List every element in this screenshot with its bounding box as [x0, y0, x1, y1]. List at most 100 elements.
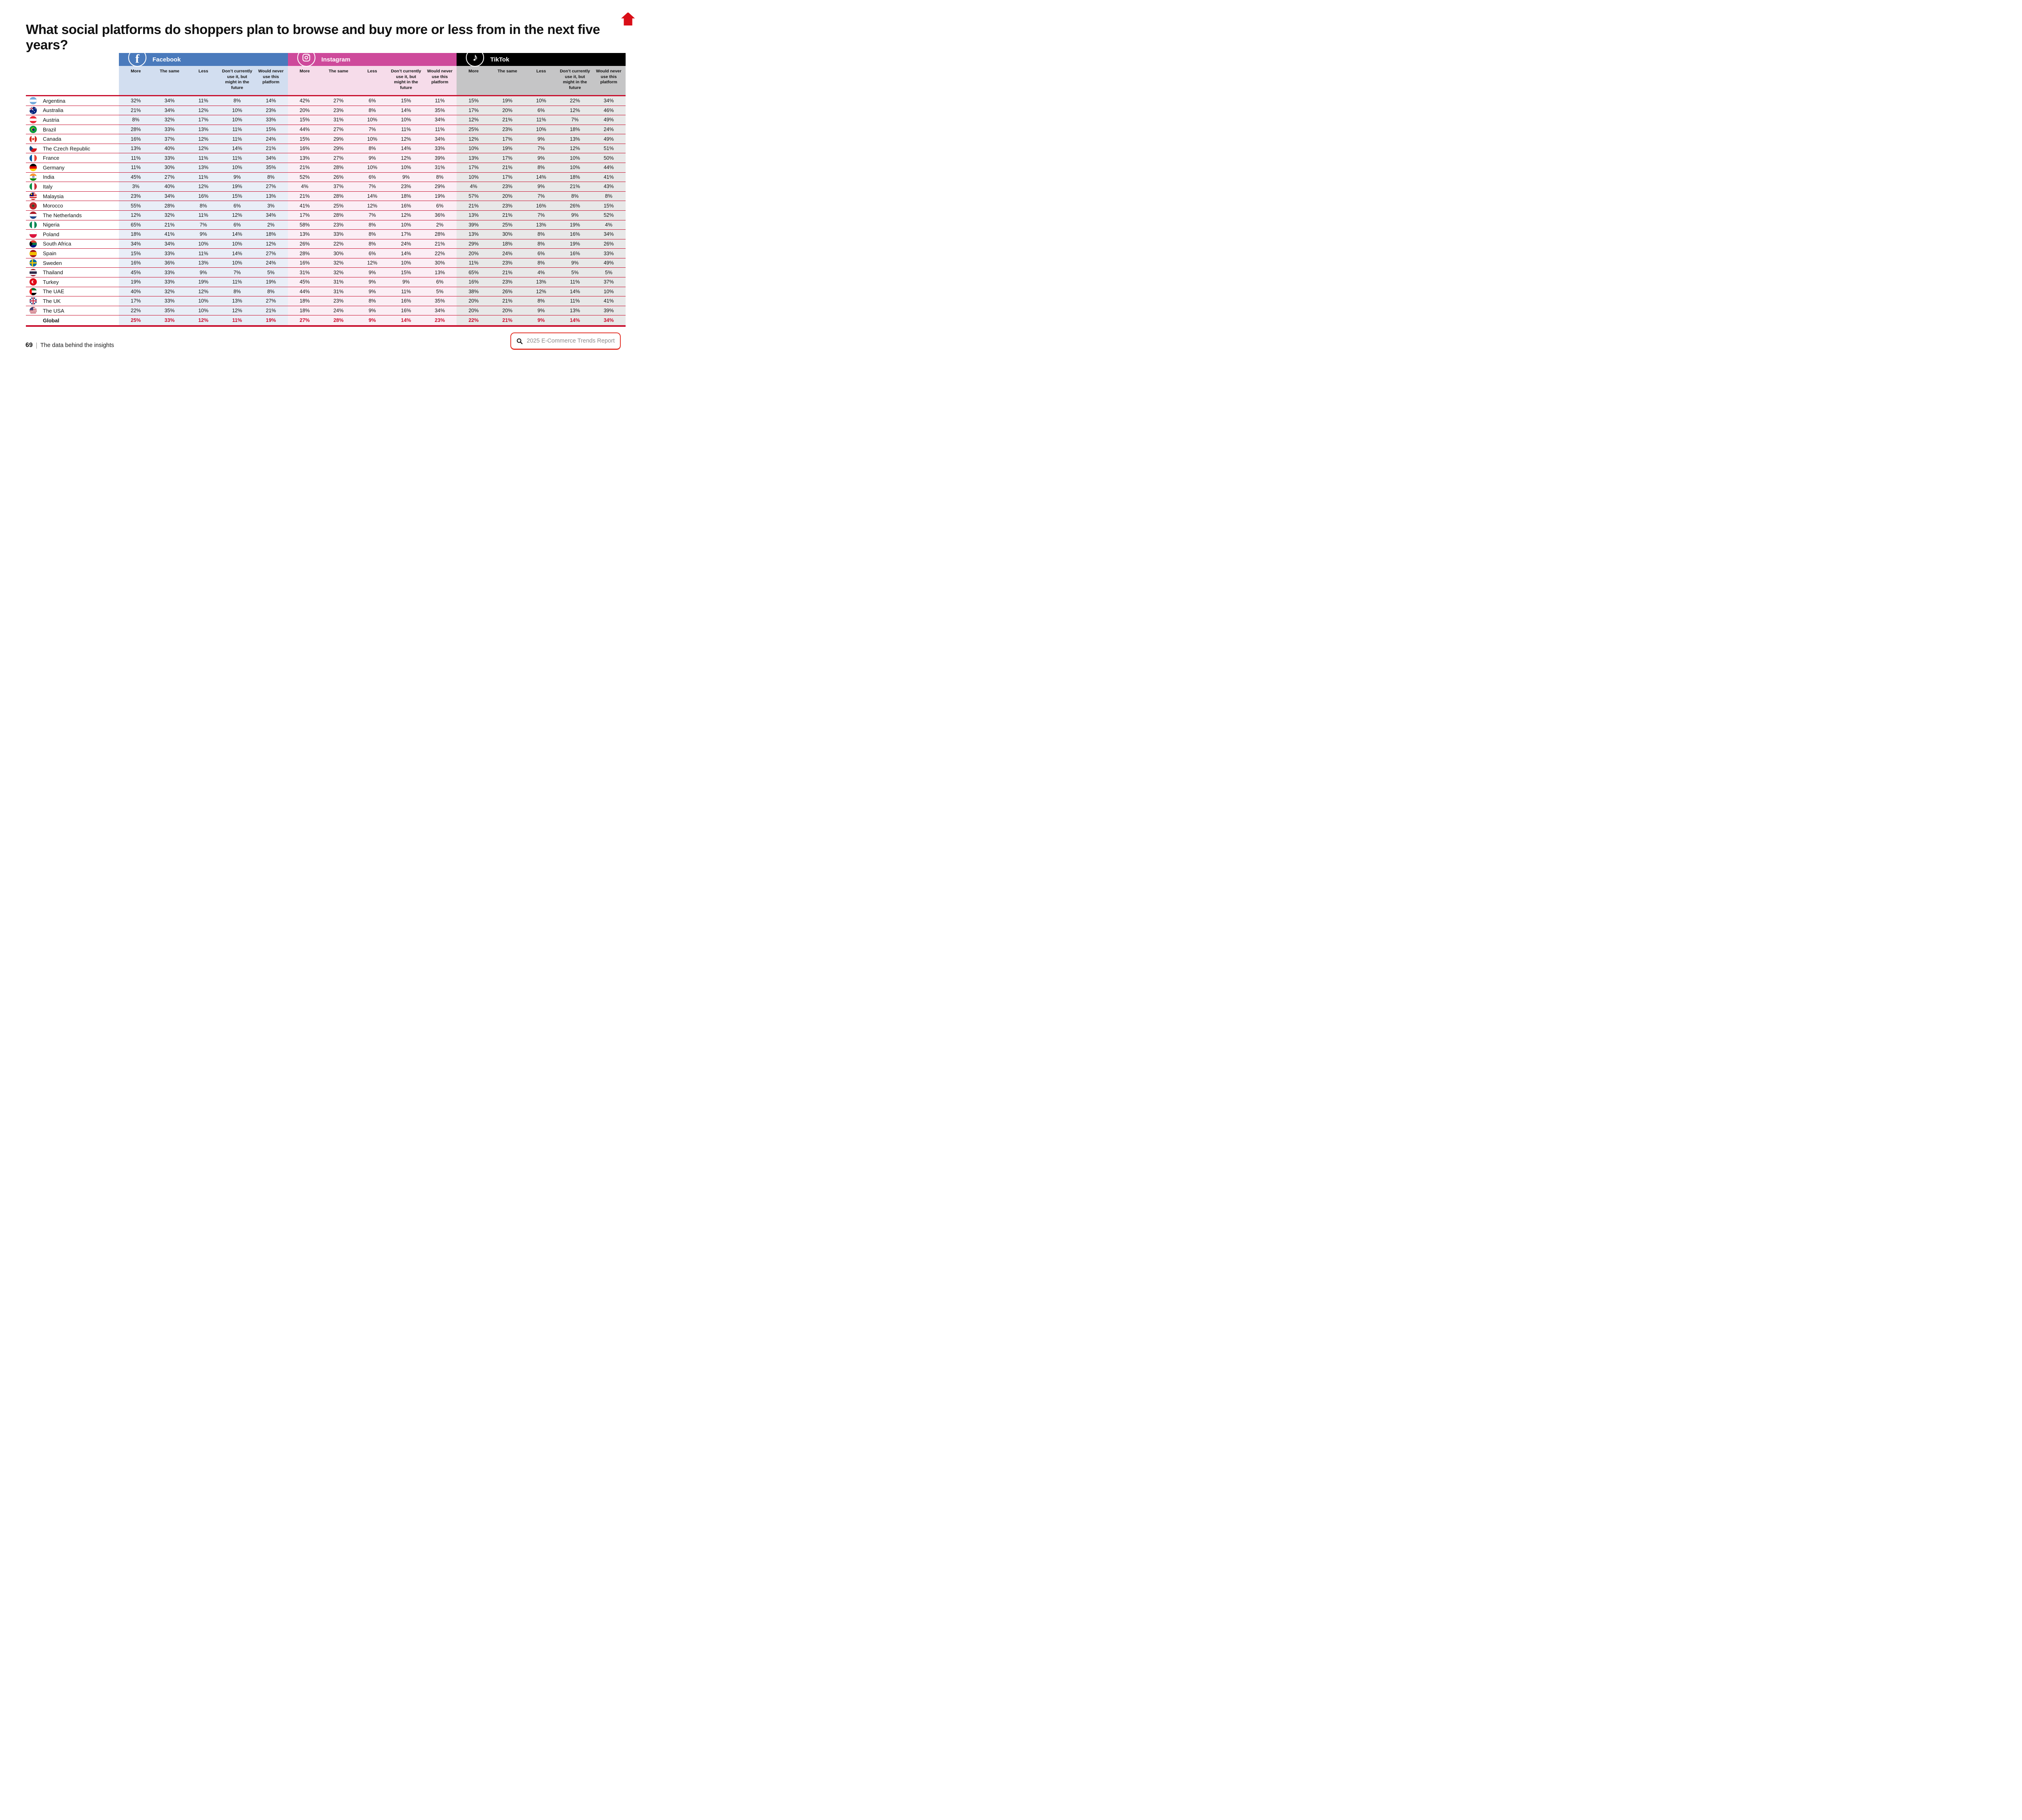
value-cell-instagram: 23% [321, 106, 355, 115]
value-cell-tiktok: 44% [592, 163, 626, 172]
value-cell-instagram: 28% [321, 191, 355, 201]
value-cell-tiktok: 9% [524, 306, 558, 315]
se-flag-icon [30, 259, 37, 267]
value-cell-facebook: 12% [186, 287, 220, 296]
home-icon[interactable] [621, 12, 635, 26]
table-row: Canada 16% 37% 12% 11% 24% 15% 29% 10% 12% 34% 12% 1… [26, 134, 626, 144]
value-cell-facebook: 12% [119, 210, 153, 220]
value-cell-facebook: 12% [220, 210, 254, 220]
value-cell-tiktok: 13% [457, 230, 491, 239]
value-cell-instagram: 52% [288, 172, 322, 182]
value-cell-facebook: 45% [119, 172, 153, 182]
value-cell-facebook: 10% [220, 258, 254, 268]
country-label: Global [43, 317, 59, 324]
value-cell-instagram: 31% [321, 287, 355, 296]
value-cell-facebook: 8% [119, 115, 153, 125]
flag-cell [26, 211, 38, 220]
value-cell-facebook: 13% [119, 144, 153, 153]
value-cell-instagram: 28% [288, 249, 322, 258]
value-cell-facebook: 22% [119, 306, 153, 315]
value-cell-instagram: 11% [389, 287, 423, 296]
value-cell-facebook: 33% [152, 153, 187, 163]
country-label: Australia [43, 107, 63, 114]
value-cell-facebook: 14% [220, 144, 254, 153]
report-search-label: 2025 E-Commerce Trends Report [527, 338, 615, 344]
value-cell-tiktok: 26% [592, 239, 626, 249]
table-row: Australia 21% 34% 12% 10% 23% 20% 23% 8% 14% 35% 17… [26, 106, 626, 116]
table-row: The Netherlands 12% 32% 11% 12% 34% 17% 28% 7% 12… [26, 210, 626, 220]
value-cell-facebook: 33% [152, 268, 187, 277]
value-cell-instagram: 34% [423, 115, 457, 125]
value-cell-tiktok: 18% [558, 125, 592, 134]
value-cell-tiktok: 19% [558, 239, 592, 249]
value-cell-instagram: 14% [389, 144, 423, 153]
value-cell-instagram: 26% [288, 239, 322, 249]
value-cell-facebook: 11% [220, 125, 254, 134]
column-header-tiktok-1: More [457, 66, 491, 95]
value-cell-instagram: 12% [389, 210, 423, 220]
value-cell-tiktok: 15% [457, 96, 491, 106]
footer-section-label: The data behind the insights [40, 342, 114, 349]
value-cell-tiktok: 18% [490, 239, 525, 249]
value-cell-instagram: 12% [389, 134, 423, 144]
table-row: Germany 11% 30% 13% 10% 35% 21% 28% 10% 10% 31% 17%… [26, 163, 626, 173]
value-cell-tiktok: 22% [457, 315, 491, 325]
value-cell-facebook: 10% [186, 239, 220, 249]
value-cell-facebook: 21% [152, 220, 187, 230]
platform-banner-row: f Facebook Instagram ♪ TikTok [26, 48, 626, 67]
value-cell-facebook: 10% [220, 163, 254, 172]
value-cell-tiktok: 17% [490, 172, 525, 182]
country-label: The Netherlands [43, 212, 82, 218]
value-cell-facebook: 23% [254, 106, 288, 115]
flag-cell [26, 258, 38, 268]
country-label: Argentina [43, 97, 66, 104]
value-cell-instagram: 24% [389, 239, 423, 249]
search-icon [516, 338, 523, 344]
footer-divider [36, 342, 37, 349]
value-cell-tiktok: 12% [524, 287, 558, 296]
value-cell-facebook: 7% [186, 220, 220, 230]
value-cell-tiktok: 41% [592, 296, 626, 306]
value-cell-instagram: 29% [321, 144, 355, 153]
country-label: Brazil [43, 126, 56, 133]
value-cell-instagram: 35% [423, 106, 457, 115]
value-cell-instagram: 28% [321, 163, 355, 172]
value-cell-facebook: 45% [119, 268, 153, 277]
at-flag-icon [30, 116, 37, 124]
value-cell-tiktok: 23% [490, 258, 525, 268]
value-cell-facebook: 32% [152, 115, 187, 125]
value-cell-facebook: 11% [119, 153, 153, 163]
flag-cell [26, 144, 38, 153]
value-cell-instagram: 30% [423, 258, 457, 268]
value-cell-facebook: 19% [119, 277, 153, 287]
value-cell-facebook: 21% [254, 144, 288, 153]
country-label: The USA [43, 307, 64, 314]
value-cell-instagram: 6% [355, 249, 389, 258]
value-cell-tiktok: 9% [524, 182, 558, 191]
value-cell-facebook: 32% [152, 210, 187, 220]
value-cell-instagram: 39% [423, 153, 457, 163]
value-cell-facebook: 11% [186, 172, 220, 182]
value-cell-facebook: 10% [220, 115, 254, 125]
flag-cell [26, 115, 38, 125]
value-cell-tiktok: 46% [592, 106, 626, 115]
au-flag-icon [30, 106, 37, 114]
value-cell-facebook: 34% [119, 239, 153, 249]
value-cell-tiktok: 10% [457, 172, 491, 182]
value-cell-facebook: 16% [186, 191, 220, 201]
cz-flag-icon [30, 145, 37, 152]
value-cell-tiktok: 4% [457, 182, 491, 191]
answer-header-row: More The same Less Don’t currently use it, … [26, 66, 626, 95]
value-cell-tiktok: 26% [490, 287, 525, 296]
value-cell-instagram: 14% [355, 191, 389, 201]
value-cell-instagram: 8% [355, 144, 389, 153]
report-search-button[interactable]: 2025 E-Commerce Trends Report [510, 332, 621, 350]
flag-cell [26, 173, 38, 182]
value-cell-facebook: 19% [186, 277, 220, 287]
value-cell-instagram: 15% [288, 115, 322, 125]
value-cell-tiktok: 17% [457, 106, 491, 115]
value-cell-facebook: 19% [254, 315, 288, 325]
value-cell-facebook: 11% [220, 134, 254, 144]
value-cell-tiktok: 17% [490, 134, 525, 144]
value-cell-tiktok: 8% [524, 230, 558, 239]
